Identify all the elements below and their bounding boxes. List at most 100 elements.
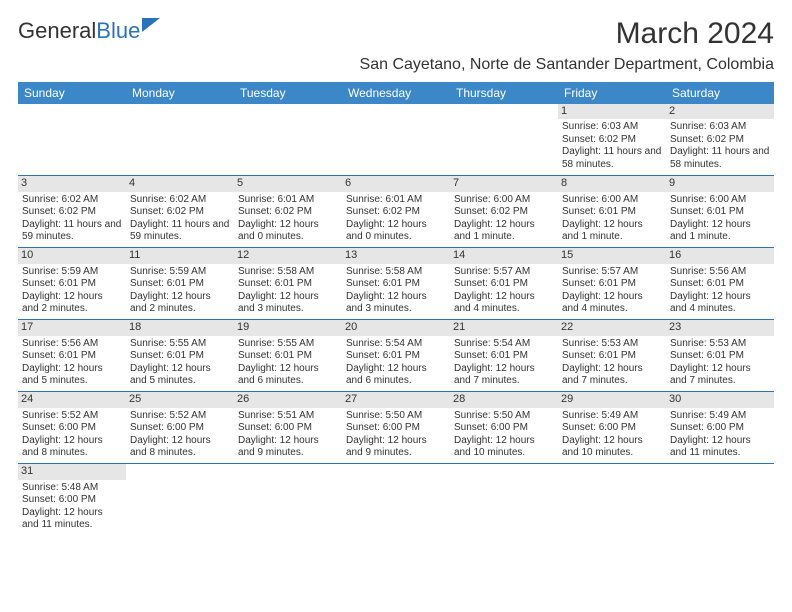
day-number: 13: [342, 248, 450, 264]
calendar-day-cell: 1Sunrise: 6:03 AMSunset: 6:02 PMDaylight…: [558, 104, 666, 176]
calendar-day-cell: 22Sunrise: 5:53 AMSunset: 6:01 PMDayligh…: [558, 320, 666, 392]
sunrise-text: Sunrise: 6:03 AM: [562, 121, 662, 134]
day-number: 28: [450, 392, 558, 408]
calendar-day-cell: [234, 104, 342, 176]
day-number: 7: [450, 176, 558, 192]
weekday-header: Thursday: [450, 82, 558, 104]
sunrise-text: Sunrise: 5:52 AM: [22, 410, 122, 423]
sunset-text: Sunset: 6:01 PM: [238, 278, 338, 291]
daylight-text: Daylight: 12 hours and 3 minutes.: [346, 291, 446, 316]
page-title: March 2024: [360, 18, 774, 50]
sunset-text: Sunset: 6:00 PM: [562, 422, 662, 435]
daylight-text: Daylight: 12 hours and 11 minutes.: [670, 435, 770, 460]
day-number: 8: [558, 176, 666, 192]
day-number: 12: [234, 248, 342, 264]
daylight-text: Daylight: 12 hours and 4 minutes.: [562, 291, 662, 316]
day-number: 6: [342, 176, 450, 192]
calendar-day-cell: 30Sunrise: 5:49 AMSunset: 6:00 PMDayligh…: [666, 392, 774, 464]
sunrise-text: Sunrise: 5:50 AM: [454, 410, 554, 423]
calendar-day-cell: 31Sunrise: 5:48 AMSunset: 6:00 PMDayligh…: [18, 464, 126, 536]
sunset-text: Sunset: 6:01 PM: [130, 350, 230, 363]
calendar-body: 1Sunrise: 6:03 AMSunset: 6:02 PMDaylight…: [18, 104, 774, 536]
calendar-day-cell: 12 Sunrise: 5:58 AMSunset: 6:01 PMDayligh…: [234, 248, 342, 320]
sunset-text: Sunset: 6:01 PM: [670, 278, 770, 291]
sunrise-text: Sunrise: 6:02 AM: [22, 194, 122, 207]
sunset-text: Sunset: 6:01 PM: [562, 278, 662, 291]
sunset-text: Sunset: 6:00 PM: [346, 422, 446, 435]
weekday-header: Sunday: [18, 82, 126, 104]
logo: GeneralBlue: [18, 18, 160, 44]
sunrise-text: Sunrise: 5:58 AM: [238, 266, 338, 279]
calendar-day-cell: [126, 104, 234, 176]
day-number: 30: [666, 392, 774, 408]
sunrise-text: Sunrise: 5:54 AM: [454, 338, 554, 351]
day-number: 10: [18, 248, 126, 264]
sunset-text: Sunset: 6:02 PM: [346, 206, 446, 219]
day-number: 14: [450, 248, 558, 264]
sunset-text: Sunset: 6:01 PM: [670, 206, 770, 219]
calendar-week-row: 17 Sunrise: 5:56 AM Sunset: 6:01 PM Dayligh…: [18, 320, 774, 392]
header: GeneralBlue March 2024 San Cayetano, Nor…: [18, 18, 774, 74]
sunset-text: Sunset: 6:01 PM: [670, 350, 770, 363]
daylight-text: Daylight: 12 hours and 6 minutes.: [238, 363, 338, 388]
sunset-text: Sunset: 6:01 PM: [454, 278, 554, 291]
day-number: 29: [558, 392, 666, 408]
day-number: 22: [558, 320, 666, 336]
sunset-text: Sunset: 6:00 PM: [22, 494, 122, 507]
sunrise-text: Sunrise: 5:56 AM: [22, 338, 122, 351]
sunset-text: Sunset: 6:01 PM: [346, 278, 446, 291]
weekday-header: Monday: [126, 82, 234, 104]
daylight-text: Daylight: 12 hours and 2 minutes.: [22, 291, 122, 316]
location-text: San Cayetano, Norte de Santander Departm…: [360, 56, 774, 74]
calendar-day-cell: [450, 104, 558, 176]
day-number: 5: [234, 176, 342, 192]
daylight-text: Daylight: 11 hours and 59 minutes.: [130, 219, 230, 244]
day-number: 20: [342, 320, 450, 336]
sunset-text: Sunset: 6:02 PM: [454, 206, 554, 219]
day-number: 17: [18, 320, 126, 336]
sunrise-text: Sunrise: 5:57 AM: [562, 266, 662, 279]
sunset-text: Sunset: 6:02 PM: [22, 206, 122, 219]
sunrise-text: Sunrise: 6:03 AM: [670, 121, 770, 134]
weekday-header: Wednesday: [342, 82, 450, 104]
calendar-day-cell: [666, 464, 774, 536]
calendar-day-cell: 4Sunrise: 6:02 AMSunset: 6:02 PMDaylight…: [126, 176, 234, 248]
day-number: 31: [18, 464, 126, 480]
daylight-text: Daylight: 12 hours and 0 minutes.: [238, 219, 338, 244]
daylight-text: Daylight: 12 hours and 1 minute.: [562, 219, 662, 244]
sunrise-text: Sunrise: 5:49 AM: [562, 410, 662, 423]
calendar-day-cell: 23Sunrise: 5:53 AMSunset: 6:01 PMDayligh…: [666, 320, 774, 392]
calendar-day-cell: 10Sunrise: 5:59 AMSunset: 6:01 PMDayligh…: [18, 248, 126, 320]
day-number: 21: [450, 320, 558, 336]
daylight-text: Daylight: 12 hours and 7 minutes.: [454, 363, 554, 388]
calendar-day-cell: 29Sunrise: 5:49 AMSunset: 6:00 PMDayligh…: [558, 392, 666, 464]
weekday-row: Sunday Monday Tuesday Wednesday Thursday…: [18, 82, 774, 104]
sunrise-text: Sunrise: 6:01 AM: [238, 194, 338, 207]
calendar-day-cell: 20Sunrise: 5:54 AMSunset: 6:01 PMDayligh…: [342, 320, 450, 392]
day-number: 27: [342, 392, 450, 408]
weekday-header: Saturday: [666, 82, 774, 104]
daylight-text: Daylight: 11 hours and 59 minutes.: [22, 219, 122, 244]
day-number: 1: [558, 104, 666, 120]
calendar-day-cell: 14Sunrise: 5:57 AMSunset: 6:01 PMDayligh…: [450, 248, 558, 320]
sunset-text: Sunset: 6:02 PM: [130, 206, 230, 219]
sunrise-text: Sunrise: 6:01 AM: [346, 194, 446, 207]
calendar-day-cell: 7Sunrise: 6:00 AMSunset: 6:02 PMDaylight…: [450, 176, 558, 248]
calendar-day-cell: [558, 464, 666, 536]
daylight-text: Daylight: 12 hours and 4 minutes.: [670, 291, 770, 316]
day-number: 9: [666, 176, 774, 192]
daylight-text: Daylight: 11 hours and 58 minutes.: [670, 146, 770, 171]
daylight-text: Daylight: 12 hours and 10 minutes.: [454, 435, 554, 460]
sunset-text: Sunset: 6:01 PM: [130, 278, 230, 291]
day-number: 15: [558, 248, 666, 264]
daylight-text: Daylight: 12 hours and 6 minutes.: [346, 363, 446, 388]
daylight-text: Daylight: 12 hours and 0 minutes.: [346, 219, 446, 244]
daylight-text: Daylight: 12 hours and 2 minutes.: [130, 291, 230, 316]
sunrise-text: Sunrise: 5:52 AM: [130, 410, 230, 423]
sunrise-text: Sunrise: 6:02 AM: [130, 194, 230, 207]
sunrise-text: Sunrise: 5:51 AM: [238, 410, 338, 423]
day-number: 26: [234, 392, 342, 408]
sunset-text: Sunset: 6:00 PM: [130, 422, 230, 435]
day-number: 2: [666, 104, 774, 120]
daylight-text: Daylight: 12 hours and 3 minutes.: [238, 291, 338, 316]
